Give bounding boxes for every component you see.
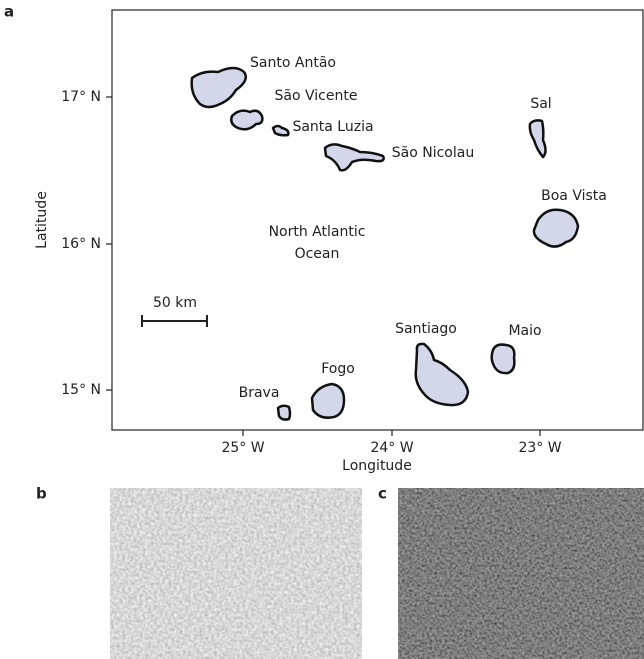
- island: [310, 382, 346, 419]
- islands: [190, 66, 580, 421]
- island: [528, 119, 547, 159]
- image-b: [110, 488, 362, 659]
- ocean-label: North Atlantic: [269, 224, 366, 240]
- island: [490, 343, 516, 375]
- axis-ticks: [106, 96, 541, 436]
- y-tick-label: 15° N: [61, 382, 101, 398]
- island-label: Santa Luzia: [292, 119, 373, 135]
- panel-label: c: [378, 485, 387, 503]
- y-axis-title: Latitude: [34, 191, 50, 249]
- x-tick-label: 23° W: [518, 440, 561, 456]
- panel-label: b: [36, 485, 47, 503]
- island: [532, 208, 580, 248]
- x-tick-label: 24° W: [370, 440, 413, 456]
- island-label: Brava: [239, 385, 280, 401]
- island: [414, 342, 470, 407]
- y-tick-label: 16° N: [61, 236, 101, 252]
- island-label: Santo Antão: [250, 55, 336, 71]
- island: [323, 143, 385, 172]
- island: [230, 109, 264, 131]
- island-label: Sal: [530, 96, 551, 112]
- island-label: Fogo: [321, 361, 355, 377]
- scale-bar: [141, 315, 208, 327]
- image-c: [398, 488, 644, 659]
- x-axis-title: Longitude: [342, 458, 412, 474]
- island-label: Maio: [508, 323, 541, 339]
- island-label: São Vicente: [275, 88, 358, 104]
- ocean-label: Ocean: [295, 246, 340, 262]
- island: [271, 124, 290, 137]
- island-label: São Nicolau: [392, 145, 474, 161]
- island: [276, 404, 292, 421]
- island-label: Boa Vista: [541, 188, 607, 204]
- panel-label: a: [4, 3, 14, 21]
- y-tick-label: 17° N: [61, 89, 101, 105]
- scale-label: 50 km: [153, 295, 197, 311]
- x-tick-label: 25° W: [221, 440, 264, 456]
- island: [190, 66, 247, 109]
- island-label: Santiago: [395, 321, 457, 337]
- map-frame: [111, 9, 644, 431]
